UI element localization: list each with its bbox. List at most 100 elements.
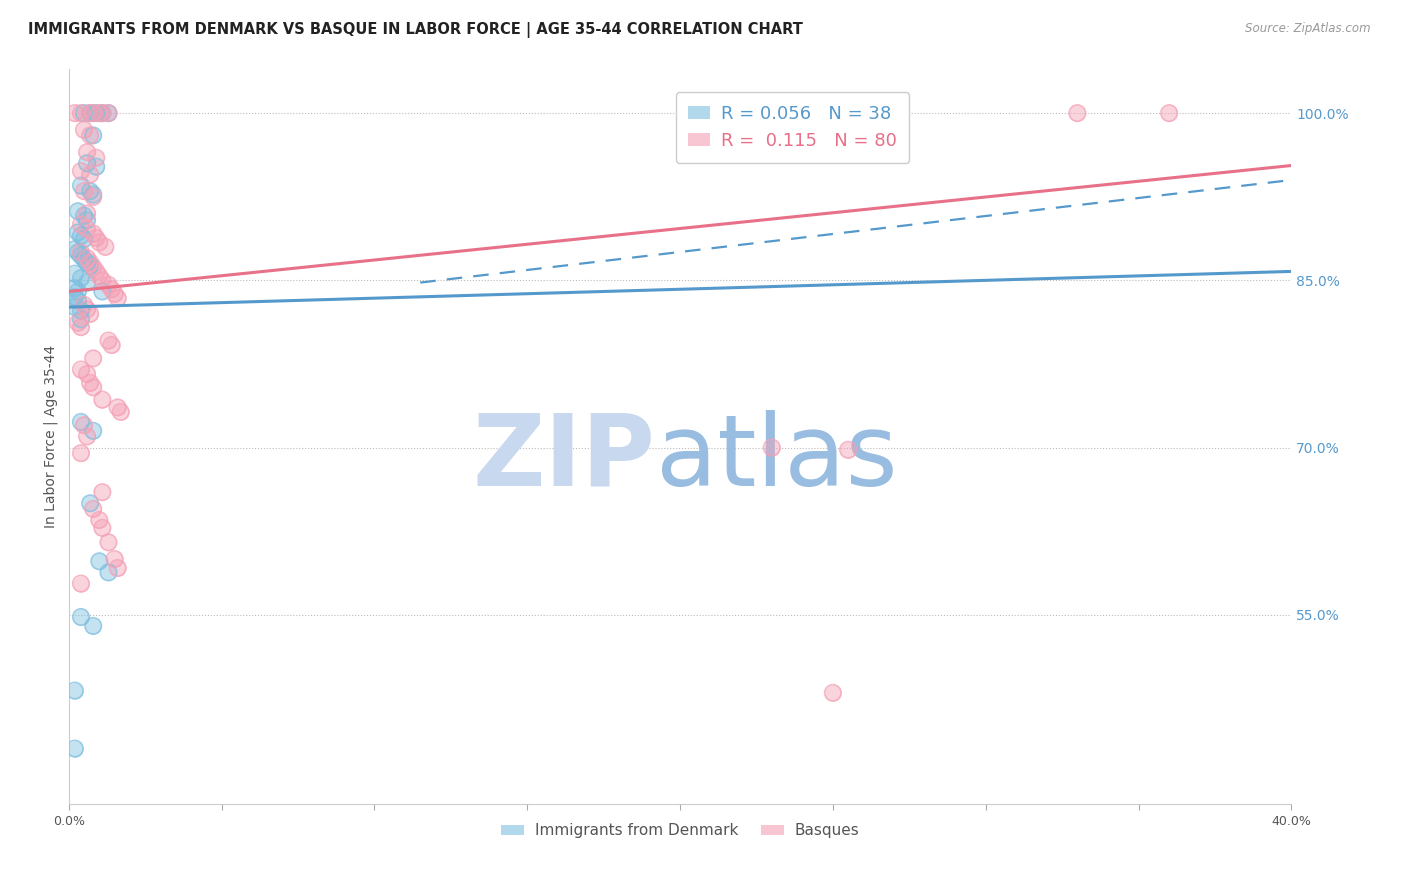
Point	[79, 376, 101, 390]
Point	[63, 683, 86, 698]
Point	[70, 415, 93, 429]
Point	[79, 376, 101, 390]
Point	[76, 429, 98, 443]
Point	[82, 351, 104, 366]
Point	[89, 513, 111, 527]
Point	[82, 260, 104, 274]
Text: atlas: atlas	[655, 410, 897, 507]
Point	[79, 496, 101, 510]
Point	[103, 552, 125, 566]
Point	[100, 338, 122, 352]
Point	[70, 178, 93, 193]
Point	[82, 106, 104, 120]
Point	[97, 535, 120, 549]
Point	[84, 160, 107, 174]
Point	[79, 307, 101, 321]
Point	[79, 168, 101, 182]
Point	[70, 245, 93, 260]
Point	[110, 405, 132, 419]
Point	[70, 249, 93, 263]
Point	[63, 290, 86, 304]
Point	[82, 501, 104, 516]
Point	[79, 168, 101, 182]
Point	[91, 106, 114, 120]
Point	[91, 285, 114, 299]
Point	[70, 271, 93, 285]
Point	[107, 291, 129, 305]
Point	[76, 213, 98, 227]
Point	[91, 485, 114, 500]
Point	[76, 222, 98, 236]
Point	[91, 485, 114, 500]
Point	[107, 291, 129, 305]
Point	[63, 300, 86, 314]
Point	[73, 184, 96, 198]
Point	[73, 418, 96, 433]
Point	[70, 245, 93, 260]
Point	[91, 521, 114, 535]
Point	[63, 741, 86, 756]
Point	[89, 106, 111, 120]
Point	[84, 106, 107, 120]
Point	[91, 106, 114, 120]
Point	[91, 273, 114, 287]
Point	[76, 222, 98, 236]
Y-axis label: In Labor Force | Age 35-44: In Labor Force | Age 35-44	[44, 345, 58, 528]
Point	[82, 227, 104, 241]
Point	[70, 320, 93, 334]
Point	[76, 206, 98, 220]
Point	[79, 106, 101, 120]
Point	[70, 362, 93, 376]
Point	[76, 367, 98, 381]
Text: Source: ZipAtlas.com: Source: ZipAtlas.com	[1246, 22, 1371, 36]
Text: ZIP: ZIP	[472, 410, 655, 507]
Point	[76, 156, 98, 170]
Point	[97, 566, 120, 580]
Point	[103, 552, 125, 566]
Point	[84, 151, 107, 165]
Point	[89, 106, 111, 120]
Point	[84, 151, 107, 165]
Point	[89, 554, 111, 568]
Point	[89, 554, 111, 568]
Point	[76, 206, 98, 220]
Point	[84, 231, 107, 245]
Point	[84, 231, 107, 245]
Point	[84, 264, 107, 278]
Point	[66, 285, 89, 299]
Point	[73, 252, 96, 267]
Point	[70, 312, 93, 326]
Point	[70, 271, 93, 285]
Point	[97, 334, 120, 348]
Point	[70, 164, 93, 178]
Point	[82, 128, 104, 143]
Point	[70, 312, 93, 326]
Point	[94, 240, 117, 254]
Point	[84, 160, 107, 174]
Point	[97, 566, 120, 580]
Point	[79, 128, 101, 143]
Text: IMMIGRANTS FROM DENMARK VS BASQUE IN LABOR FORCE | AGE 35-44 CORRELATION CHART: IMMIGRANTS FROM DENMARK VS BASQUE IN LAB…	[28, 22, 803, 38]
Point	[82, 187, 104, 202]
Point	[63, 106, 86, 120]
Point	[103, 286, 125, 301]
Point	[66, 245, 89, 260]
Point	[82, 227, 104, 241]
Point	[63, 683, 86, 698]
Point	[73, 106, 96, 120]
Point	[73, 209, 96, 223]
Point	[82, 380, 104, 394]
Point	[82, 619, 104, 633]
Point	[84, 264, 107, 278]
Point	[70, 249, 93, 263]
Point	[79, 496, 101, 510]
Point	[70, 218, 93, 232]
Point	[66, 204, 89, 219]
Point	[82, 106, 104, 120]
Point	[84, 106, 107, 120]
Point	[66, 293, 89, 308]
Point	[66, 316, 89, 330]
Point	[821, 686, 844, 700]
Point	[66, 285, 89, 299]
Point	[63, 106, 86, 120]
